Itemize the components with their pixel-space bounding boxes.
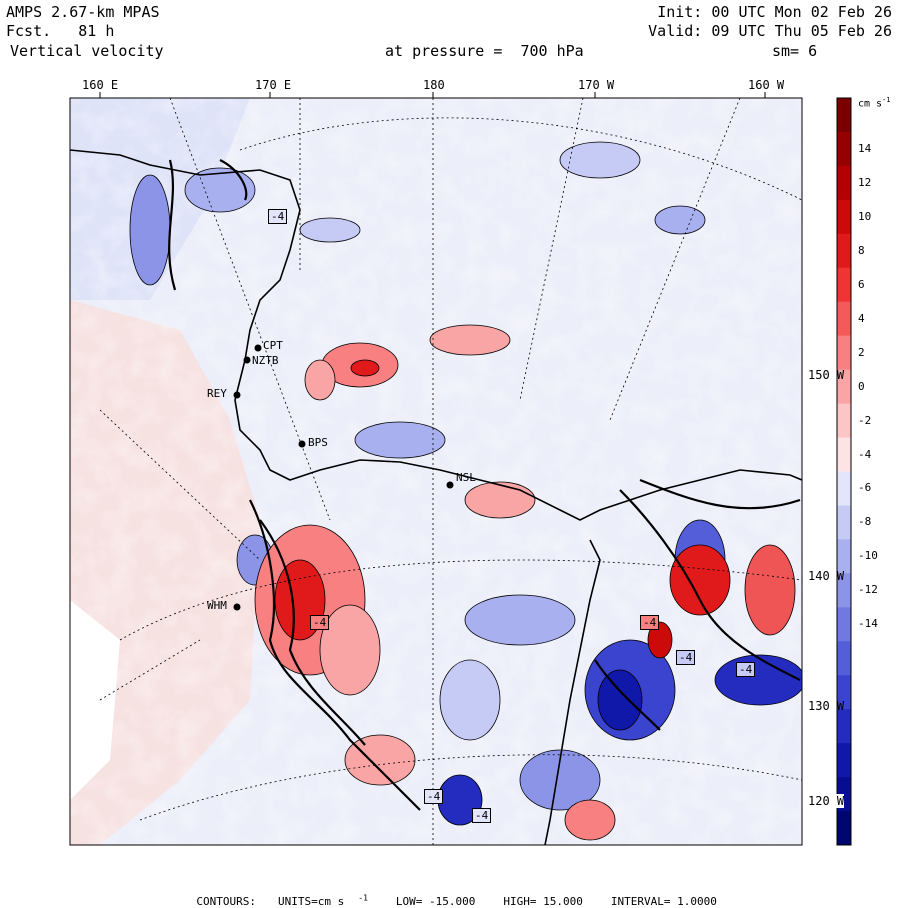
colorbar-units: cm s-1 xyxy=(858,96,891,109)
lat-label-130w: 130 W xyxy=(808,699,845,713)
station-bps-marker xyxy=(298,440,306,448)
station-label-nztb: NZTB xyxy=(252,354,279,367)
graticule xyxy=(99,98,802,845)
colorbar-swatch xyxy=(837,607,851,642)
contour-label: -4 xyxy=(472,808,492,823)
forecast-label: Fcst. xyxy=(6,22,52,40)
colorbar-tick-label: 12 xyxy=(858,175,872,189)
colorbar-swatch xyxy=(837,471,851,506)
contour-label: -4 xyxy=(676,650,696,665)
colorbar-tick-label: 6 xyxy=(858,277,865,291)
station-nztb-marker xyxy=(243,356,251,364)
colorbar-tick-label: 4 xyxy=(858,311,865,325)
smoothing: sm= 6 xyxy=(772,42,818,60)
station-label-cpt: CPT xyxy=(263,339,283,352)
colorbar-tick-label: 0 xyxy=(858,379,865,393)
lon-label-170e: 170 E xyxy=(255,78,292,92)
colorbar-units-text: cm s xyxy=(858,98,883,110)
colorbar-tick-label: 14 xyxy=(858,141,872,155)
colorbar-swatch xyxy=(837,403,851,439)
station-label-bps: BPS xyxy=(308,436,328,449)
colorbar xyxy=(836,97,852,846)
colorbar-swatch xyxy=(837,675,851,710)
valid-time: Valid: 09 UTC Thu 05 Feb 26 xyxy=(648,22,892,40)
colorbar-swatch xyxy=(837,98,851,133)
station-cpt-marker xyxy=(254,344,262,352)
low-value: LOW= -15.000 xyxy=(395,894,476,908)
lon-label-180: 180 xyxy=(423,78,445,92)
colorbar-swatch xyxy=(837,709,851,744)
colorbar-swatch xyxy=(837,267,851,303)
units-info: UNITS=cm s -1 xyxy=(264,893,368,908)
colorbar-swatch xyxy=(837,437,851,472)
top-ticks xyxy=(99,92,766,98)
colorbar-swatch xyxy=(837,743,851,778)
colorbar-tick-label: -12 xyxy=(858,583,878,597)
model-title: AMPS 2.67-km MPAS xyxy=(6,3,160,21)
colorbar-tick-label: -10 xyxy=(858,549,878,563)
colorbar-units-exp: -1 xyxy=(882,96,891,104)
lat-label-120w: 120 W xyxy=(808,794,845,808)
init-time: Init: 00 UTC Mon 02 Feb 26 xyxy=(657,3,892,21)
forecast-value: 81 h xyxy=(78,22,115,40)
colorbar-swatch xyxy=(837,301,851,337)
colorbar-swatch xyxy=(837,539,851,574)
colorbar-tick-label: 10 xyxy=(858,209,872,223)
colorbar-swatch xyxy=(837,165,851,201)
coastline xyxy=(70,149,802,845)
station-label-whm: WHM xyxy=(207,599,227,612)
colorbar-swatch xyxy=(837,369,851,405)
station-markers xyxy=(233,344,454,611)
map-frame xyxy=(69,97,803,846)
colorbar-frame xyxy=(836,97,852,846)
lon-label-160e: 160 E xyxy=(82,78,119,92)
contour-label: -4 xyxy=(268,209,288,224)
pressure-level: at pressure = 700 hPa xyxy=(385,42,584,60)
contour-label: -4 xyxy=(736,662,756,677)
station-nsl-marker xyxy=(446,481,454,489)
station-whm-marker xyxy=(233,603,241,611)
station-label-nsl: NSL xyxy=(456,471,476,484)
units-text: UNITS=cm s xyxy=(278,894,345,908)
lat-label-140w: 140 W xyxy=(808,569,845,583)
red-blobs xyxy=(254,324,796,841)
contour-label: -4 xyxy=(640,615,660,630)
colorbar-swatch xyxy=(837,131,851,167)
colorbar-swatch xyxy=(837,233,851,269)
blue-blobs xyxy=(129,141,802,826)
lon-label-170w: 170 W xyxy=(578,78,615,92)
colorbar-tick-label: 8 xyxy=(858,243,865,257)
lon-label-160w: 160 W xyxy=(748,78,785,92)
colorbar-tick-label: -6 xyxy=(858,481,872,495)
station-label-rey: REY xyxy=(207,387,227,400)
high-value: HIGH= 15.000 xyxy=(503,894,583,908)
colorbar-swatch xyxy=(837,573,851,608)
colorbar-tick-label: -4 xyxy=(858,447,872,461)
interval-value: INTERVAL= 1.0000 xyxy=(610,894,717,908)
colorbar-tick-label: 2 xyxy=(858,345,865,359)
colorbar-tick-label: -14 xyxy=(858,617,878,631)
lat-label-150w: 150 W xyxy=(808,368,845,382)
mountain-band xyxy=(168,159,801,811)
colorbar-swatch xyxy=(837,335,851,371)
forecast-hour: Fcst. 81 h xyxy=(6,22,114,40)
contour-label: -4 xyxy=(310,615,330,630)
field-name: Vertical velocity xyxy=(10,42,164,60)
contours-label: CONTOURS: xyxy=(196,894,257,908)
colorbar-tick-label: -8 xyxy=(858,515,872,529)
station-rey-marker xyxy=(233,391,241,399)
contour-info: CONTOURS: UNITS=cm s -1 LOW= -15.000 HIGH= 1… xyxy=(0,880,900,908)
colorbar-swatch xyxy=(837,811,851,846)
contour-label: -4 xyxy=(424,789,444,804)
units-exp: -1 xyxy=(358,893,368,902)
colorbar-tick-label: -2 xyxy=(858,413,872,427)
colorbar-swatch xyxy=(837,505,851,540)
colorbar-swatch xyxy=(837,199,851,235)
colorbar-swatch xyxy=(837,641,851,676)
